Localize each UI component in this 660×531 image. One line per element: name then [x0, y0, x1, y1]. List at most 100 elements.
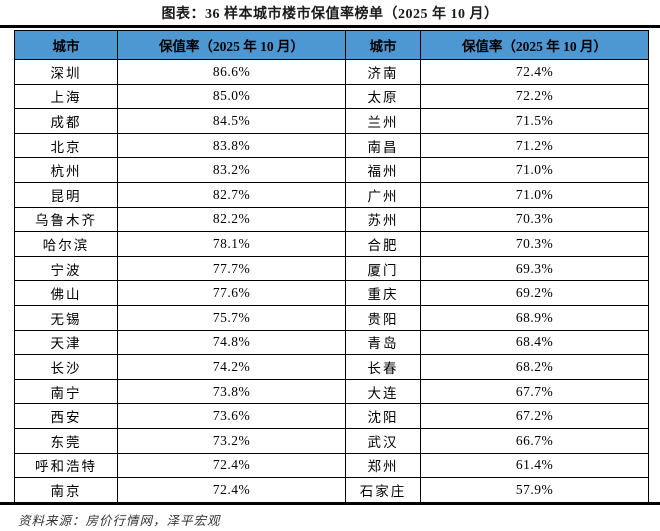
- city-cell: 深圳: [14, 59, 118, 85]
- rate-cell: 84.5%: [117, 108, 346, 134]
- city-cell: 广州: [345, 181, 421, 208]
- table-body: 深圳 86.6% 济南 72.4% 上海 85.0% 太原 72.2% 成都 84.5% 兰州 71.…: [14, 59, 649, 503]
- table-row: 杭州 83.2% 福州 71.0%: [14, 157, 649, 183]
- table-row: 北京 83.8% 南昌 71.2%: [14, 132, 649, 159]
- city-cell: 大连: [345, 378, 421, 405]
- city-cell: 哈尔滨: [14, 231, 118, 257]
- city-cell: 北京: [14, 132, 118, 159]
- rate-cell: 72.2%: [420, 83, 649, 110]
- table-row: 呼和浩特 72.4% 郑州 61.4%: [14, 452, 649, 479]
- figure-title: 图表：36 样本城市楼市保值率榜单（2025 年 10 月）: [161, 7, 499, 22]
- table-row: 长沙 74.2% 长春 68.2%: [14, 354, 649, 380]
- city-cell: 长春: [345, 354, 421, 380]
- rate-cell: 86.6%: [117, 59, 346, 85]
- header-rate-left: 保值率（2025 年 10 月）: [117, 30, 346, 60]
- city-cell: 武汉: [345, 427, 421, 454]
- rate-cell: 77.6%: [117, 280, 346, 306]
- city-cell: 青岛: [345, 329, 421, 356]
- city-cell: 乌鲁木齐: [14, 206, 118, 233]
- rate-cell: 69.2%: [420, 280, 649, 306]
- value-retention-table: 城市 保值率（2025 年 10 月） 城市 保值率（2025 年 10 月） …: [14, 30, 649, 503]
- rate-cell: 66.7%: [420, 427, 649, 454]
- rate-cell: 68.2%: [420, 354, 649, 380]
- city-cell: 南宁: [14, 378, 118, 405]
- city-cell: 兰州: [345, 108, 421, 134]
- rate-cell: 71.2%: [420, 132, 649, 159]
- header-city-left: 城市: [14, 30, 118, 60]
- city-cell: 宁波: [14, 255, 118, 282]
- table-row: 东莞 73.2% 武汉 66.7%: [14, 427, 649, 454]
- city-cell: 厦门: [345, 255, 421, 282]
- table-row: 宁波 77.7% 厦门 69.3%: [14, 255, 649, 282]
- rate-cell: 72.4%: [420, 59, 649, 85]
- rate-cell: 73.8%: [117, 378, 346, 405]
- header-rate-right: 保值率（2025 年 10 月）: [420, 30, 649, 60]
- rate-cell: 74.2%: [117, 354, 346, 380]
- rate-cell: 67.2%: [420, 403, 649, 429]
- city-cell: 郑州: [345, 452, 421, 479]
- rate-cell: 68.9%: [420, 304, 649, 331]
- table-row: 南宁 73.8% 大连 67.7%: [14, 378, 649, 405]
- bottom-rule: [0, 502, 660, 505]
- rate-cell: 82.2%: [117, 206, 346, 233]
- table-row: 深圳 86.6% 济南 72.4%: [14, 59, 649, 85]
- rate-cell: 61.4%: [420, 452, 649, 479]
- rate-cell: 77.7%: [117, 255, 346, 282]
- city-cell: 西安: [14, 403, 118, 429]
- city-cell: 杭州: [14, 157, 118, 183]
- rate-cell: 78.1%: [117, 231, 346, 257]
- source-note: 资料来源：房价行情网，泽平宏观: [18, 514, 221, 528]
- rate-cell: 74.8%: [117, 329, 346, 356]
- rate-cell: 85.0%: [117, 83, 346, 110]
- header-city-right: 城市: [345, 30, 421, 60]
- city-cell: 呼和浩特: [14, 452, 118, 479]
- city-cell: 成都: [14, 108, 118, 134]
- table-row: 昆明 82.7% 广州 71.0%: [14, 181, 649, 208]
- table-row: 哈尔滨 78.1% 合肥 70.3%: [14, 231, 649, 257]
- top-rule: [0, 25, 660, 28]
- table-row: 天津 74.8% 青岛 68.4%: [14, 329, 649, 356]
- city-cell: 苏州: [345, 206, 421, 233]
- rate-cell: 57.9%: [420, 477, 649, 503]
- table-row: 无锡 75.7% 贵阳 68.9%: [14, 304, 649, 331]
- city-cell: 太原: [345, 83, 421, 110]
- city-cell: 昆明: [14, 181, 118, 208]
- rate-cell: 83.8%: [117, 132, 346, 159]
- table-header: 城市 保值率（2025 年 10 月） 城市 保值率（2025 年 10 月）: [14, 30, 649, 60]
- city-cell: 东莞: [14, 427, 118, 454]
- rate-cell: 72.4%: [117, 477, 346, 503]
- city-cell: 沈阳: [345, 403, 421, 429]
- rate-cell: 70.3%: [420, 206, 649, 233]
- table-row: 上海 85.0% 太原 72.2%: [14, 83, 649, 110]
- table-row: 南京 72.4% 石家庄 57.9%: [14, 477, 649, 503]
- rate-cell: 73.6%: [117, 403, 346, 429]
- rate-cell: 71.5%: [420, 108, 649, 134]
- city-cell: 济南: [345, 59, 421, 85]
- city-cell: 佛山: [14, 280, 118, 306]
- city-cell: 长沙: [14, 354, 118, 380]
- header-row: 城市 保值率（2025 年 10 月） 城市 保值率（2025 年 10 月）: [14, 30, 649, 60]
- rate-cell: 83.2%: [117, 157, 346, 183]
- rate-cell: 72.4%: [117, 452, 346, 479]
- city-cell: 贵阳: [345, 304, 421, 331]
- city-cell: 上海: [14, 83, 118, 110]
- city-cell: 重庆: [345, 280, 421, 306]
- city-cell: 无锡: [14, 304, 118, 331]
- rate-cell: 67.7%: [420, 378, 649, 405]
- table-row: 佛山 77.6% 重庆 69.2%: [14, 280, 649, 306]
- rate-cell: 68.4%: [420, 329, 649, 356]
- rate-cell: 69.3%: [420, 255, 649, 282]
- city-cell: 南昌: [345, 132, 421, 159]
- city-cell: 石家庄: [345, 477, 421, 503]
- city-cell: 福州: [345, 157, 421, 183]
- table-row: 成都 84.5% 兰州 71.5%: [14, 108, 649, 134]
- rate-cell: 82.7%: [117, 181, 346, 208]
- table-row: 西安 73.6% 沈阳 67.2%: [14, 403, 649, 429]
- city-cell: 天津: [14, 329, 118, 356]
- rate-cell: 70.3%: [420, 231, 649, 257]
- rate-cell: 75.7%: [117, 304, 346, 331]
- rate-cell: 71.0%: [420, 181, 649, 208]
- rate-cell: 73.2%: [117, 427, 346, 454]
- city-cell: 合肥: [345, 231, 421, 257]
